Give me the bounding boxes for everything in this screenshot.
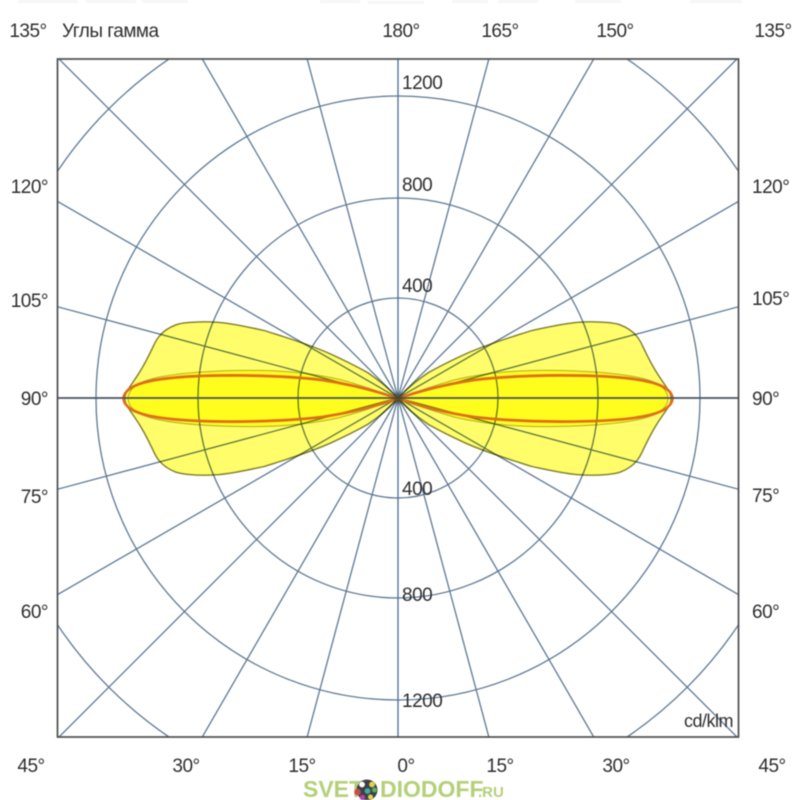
svg-text:400: 400 bbox=[402, 479, 432, 500]
svg-text:90°: 90° bbox=[21, 389, 48, 410]
svg-text:45°: 45° bbox=[758, 756, 785, 777]
svg-text:15°: 15° bbox=[486, 756, 513, 777]
svg-text:45°: 45° bbox=[17, 756, 44, 777]
svg-text:75°: 75° bbox=[752, 486, 779, 507]
svg-text:800: 800 bbox=[402, 175, 432, 196]
svg-text:180°: 180° bbox=[382, 21, 419, 42]
svg-text:0°: 0° bbox=[397, 756, 414, 777]
svg-text:30°: 30° bbox=[602, 756, 629, 777]
svg-text:105°: 105° bbox=[752, 289, 789, 310]
svg-text:Углы гамма: Углы гамма bbox=[62, 21, 159, 42]
svg-text:1200: 1200 bbox=[402, 73, 442, 94]
svg-text:400: 400 bbox=[402, 276, 432, 297]
svg-text:150°: 150° bbox=[596, 21, 633, 42]
svg-text:cd/klm: cd/klm bbox=[684, 711, 733, 731]
svg-text:SVET: SVET bbox=[303, 776, 363, 800]
svg-text:120°: 120° bbox=[752, 177, 789, 198]
svg-text:800: 800 bbox=[402, 585, 432, 606]
svg-text:90°: 90° bbox=[752, 389, 779, 410]
svg-text:DIODOFF: DIODOFF bbox=[380, 776, 484, 800]
svg-text:135°: 135° bbox=[9, 21, 46, 42]
svg-text:135°: 135° bbox=[754, 21, 791, 42]
svg-text:120°: 120° bbox=[11, 177, 48, 198]
svg-text:60°: 60° bbox=[752, 602, 779, 623]
svg-text:165°: 165° bbox=[481, 21, 518, 42]
svg-text:15°: 15° bbox=[288, 756, 315, 777]
svg-text:75°: 75° bbox=[21, 487, 48, 508]
svg-text:1200: 1200 bbox=[402, 691, 442, 712]
svg-text:.RU: .RU bbox=[478, 784, 504, 800]
svg-text:60°: 60° bbox=[21, 602, 48, 623]
svg-text:30°: 30° bbox=[172, 756, 199, 777]
svg-text:105°: 105° bbox=[11, 291, 48, 312]
